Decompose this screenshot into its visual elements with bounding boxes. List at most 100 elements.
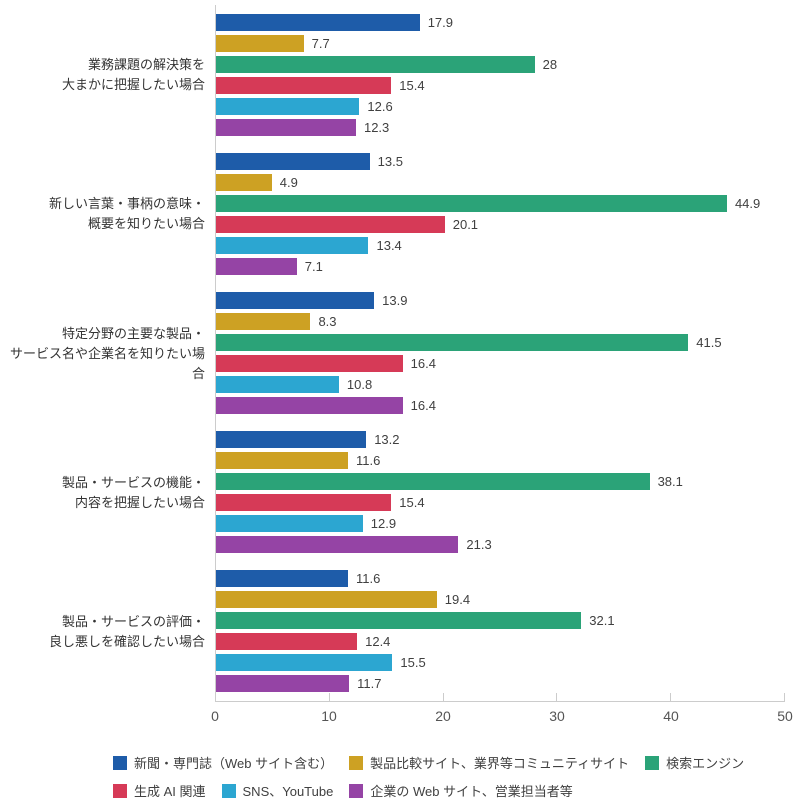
bar-row: 11.7 <box>216 675 785 693</box>
bar-row: 44.9 <box>216 194 785 212</box>
category-labels: 業務課題の解決策を大まかに把握したい場合新しい言葉・事柄の意味・概要を知りたい場… <box>0 5 205 702</box>
category-label: 製品・サービスの機能・内容を把握したい場合 <box>0 423 205 562</box>
x-axis-tick <box>328 693 330 701</box>
x-axis-tick-label: 20 <box>435 708 451 724</box>
x-axis-tick-label: 30 <box>549 708 565 724</box>
bar <box>216 333 689 351</box>
bar <box>216 312 311 330</box>
bar-row: 15.4 <box>216 76 785 94</box>
bar-value-label: 4.9 <box>279 174 298 190</box>
x-axis-tick <box>556 693 558 701</box>
plot-area: 17.9 7.7 28 15.4 12.6 12.3 13.5 4.9 44.9 20.1 13.4… <box>215 5 785 702</box>
legend-row: 生成 AI 関連 SNS、YouTube 企業の Web サイト、営業担当者等 <box>113 781 773 800</box>
bar-row: 15.4 <box>216 494 785 512</box>
bar-value-label: 20.1 <box>452 216 479 232</box>
legend-swatch <box>113 755 127 770</box>
category-label-line: 新しい言葉・事柄の意味・ <box>48 196 205 212</box>
bar-row: 8.3 <box>216 312 785 330</box>
bar <box>216 473 650 491</box>
category-label-line: 概要を知りたい場合 <box>87 216 205 232</box>
bar-row: 16.4 <box>216 354 785 372</box>
bar-value-label: 15.4 <box>399 495 425 511</box>
bar-row: 13.2 <box>216 431 785 449</box>
x-axis-tick-label: 40 <box>663 708 679 724</box>
bar <box>216 396 403 414</box>
bar-group: 13.9 8.3 41.5 16.4 10.8 16.4 <box>216 283 785 422</box>
x-axis-tick-label: 0 <box>211 708 219 724</box>
bar-value-label: 12.9 <box>370 516 397 532</box>
bar-value-label: 32.1 <box>589 613 615 629</box>
bar-group: 13.5 4.9 44.9 20.1 13.4 7.1 <box>216 144 785 283</box>
bar-row: 13.5 <box>216 152 785 170</box>
bar <box>216 494 392 512</box>
bar-value-label: 12.6 <box>367 98 393 114</box>
category-label-line: 製品・サービスの機能・ <box>61 474 205 490</box>
bar <box>216 570 348 588</box>
category-label: 新しい言葉・事柄の意味・概要を知りたい場合 <box>0 144 205 283</box>
legend-label: 企業の Web サイト、営業担当者等 <box>370 784 573 799</box>
bar-row: 41.5 <box>216 333 785 351</box>
legend-swatch <box>113 783 127 798</box>
x-axis-labels: 0 10 20 30 40 50 <box>211 708 793 728</box>
bar-value-label: 12.3 <box>363 119 390 135</box>
x-axis-tick-label: 50 <box>777 708 793 724</box>
category-label-line: 特定分野の主要な製品・ <box>61 325 205 341</box>
bar <box>216 536 459 554</box>
bar <box>216 34 304 52</box>
bar-row: 28 <box>216 55 785 73</box>
category-label: 特定分野の主要な製品・サービス名や企業名を知りたい場合 <box>0 284 205 423</box>
bar-row: 10.8 <box>216 375 785 393</box>
category-label-line: 業務課題の解決策を <box>87 56 205 72</box>
legend-item: 新聞・専門誌（Web サイト含む） <box>113 753 333 772</box>
bar-group: 11.6 19.4 32.1 12.4 15.5 11.7 <box>216 562 785 701</box>
bar <box>216 431 367 449</box>
bar-value-label: 11.7 <box>357 676 382 692</box>
bar-row: 11.6 <box>216 570 785 588</box>
bar <box>216 13 420 31</box>
legend-swatch <box>221 783 236 798</box>
bar-value-label: 17.9 <box>427 14 453 30</box>
legend-label: SNS、YouTube <box>242 784 334 799</box>
x-axis-tick <box>442 693 444 701</box>
bar-row: 12.9 <box>216 515 785 533</box>
bar-row: 15.5 <box>216 654 785 672</box>
bar <box>216 354 403 372</box>
bar <box>216 118 356 136</box>
legend-label: 検索エンジン <box>666 756 745 771</box>
category-label-line: 良し悪しを確認したい場合 <box>48 634 205 650</box>
bar <box>216 591 437 609</box>
category-label: 製品・サービスの評価・ 良し悪しを確認したい場合 <box>0 563 205 702</box>
bar <box>216 97 360 115</box>
bar-value-label: 15.4 <box>399 77 425 93</box>
bar <box>216 76 392 94</box>
bar <box>216 194 727 212</box>
bar-row: 17.9 <box>216 13 785 31</box>
bar-row: 7.7 <box>216 34 785 52</box>
bar <box>216 291 375 309</box>
bar <box>216 452 348 470</box>
bar-row: 12.6 <box>216 97 785 115</box>
x-axis-tick <box>670 693 672 701</box>
legend-swatch <box>349 783 364 798</box>
bar-value-label: 12.4 <box>365 634 391 650</box>
bar-group: 17.9 7.7 28 15.4 12.6 12.3 <box>216 5 785 144</box>
bar <box>216 236 369 254</box>
legend-label: 生成 AI 関連 <box>134 784 206 799</box>
category-label-line: 内容を把握したい場合 <box>74 494 205 510</box>
legend-label: 新聞・専門誌（Web サイト含む） <box>134 756 334 771</box>
bar-value-label: 28 <box>542 56 558 72</box>
x-axis-tick-label: 10 <box>321 708 337 724</box>
bar <box>216 55 535 73</box>
bar-value-label: 11.6 <box>356 453 381 469</box>
bar-group: 13.2 11.6 38.1 15.4 12.9 21.3 <box>216 423 785 562</box>
bar-value-label: 13.4 <box>376 237 402 253</box>
bar-row: 38.1 <box>216 473 785 491</box>
category-label-line: サービス名や企業名を知りたい場合 <box>9 345 205 381</box>
bar-value-label: 13.5 <box>377 153 403 169</box>
bar <box>216 515 363 533</box>
bar-row: 16.4 <box>216 396 785 414</box>
legend: 新聞・専門誌（Web サイト含む） 製品比較サイト、業界等コミュニティサイト 検索エ… <box>113 753 773 800</box>
category-label-line: 大まかに把握したい場合 <box>61 76 205 92</box>
legend-item: 製品比較サイト、業界等コミュニティサイト <box>349 753 629 772</box>
bar <box>216 675 350 693</box>
